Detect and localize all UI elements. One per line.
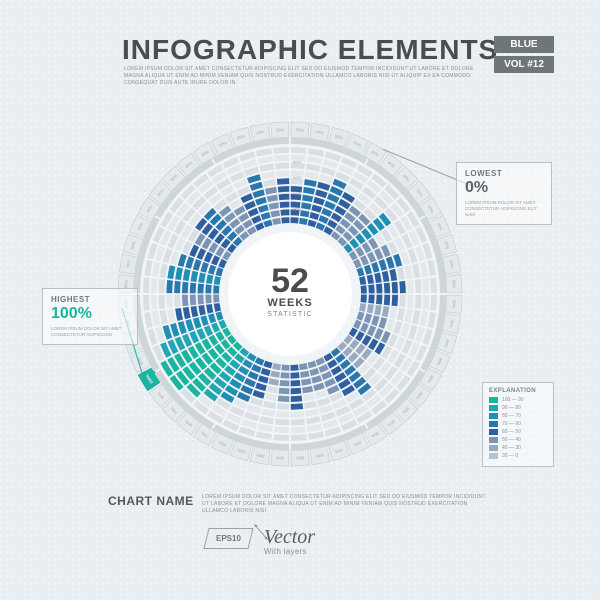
legend: EXPLANATION 100 — 90 90 — 80 80 — 70 70 — 6…	[482, 382, 554, 467]
eps-badge: EPS10	[203, 528, 253, 549]
svg-text:60%: 60%	[293, 175, 301, 180]
legend-row: 90 — 80	[489, 405, 547, 411]
vector-label: Vector With layers	[264, 526, 315, 556]
svg-text:STATISTIC: STATISTIC	[267, 311, 313, 318]
legend-row: 80 — 70	[489, 413, 547, 419]
svg-text:65%: 65%	[123, 279, 129, 288]
callout-lowest-pct: 0%	[465, 179, 543, 197]
legend-row: 70 — 60	[489, 421, 547, 427]
svg-text:20%: 20%	[293, 206, 301, 211]
svg-text:WEEKS: WEEKS	[267, 297, 312, 309]
footer-lorem: LOREM IPSUM DOLOR SIT AMET CONSECTETUR A…	[202, 494, 492, 515]
chart-name: CHART NAME	[108, 494, 194, 508]
svg-text:55%: 55%	[295, 455, 304, 461]
callout-highest-label: HIGHEST	[51, 295, 129, 304]
callout-lowest-lorem: LOREM IPSUM DOLOR SIT AMET CONSECTETUR A…	[465, 200, 543, 218]
svg-text:50%: 50%	[296, 127, 305, 133]
svg-text:55%: 55%	[276, 127, 285, 133]
svg-text:40%: 40%	[293, 191, 301, 196]
callout-highest-pct: 100%	[51, 305, 129, 323]
legend-title: EXPLANATION	[489, 388, 547, 394]
legend-row: 100 — 90	[489, 397, 547, 403]
svg-text:55%: 55%	[451, 280, 457, 289]
callout-lowest: LOWEST 0% LOREM IPSUM DOLOR SIT AMET CON…	[456, 162, 552, 225]
callout-highest-lorem: LOREM IPSUM DOLOR SIT AMET CONSECTETUR A…	[51, 326, 129, 338]
svg-text:52: 52	[271, 262, 309, 300]
legend-row: 60 — 50	[489, 429, 547, 435]
legend-row: 40 — 30	[489, 445, 547, 451]
legend-row: 30 — 0	[489, 453, 547, 459]
callout-lowest-label: LOWEST	[465, 169, 543, 178]
svg-text:50%: 50%	[451, 300, 457, 309]
legend-row: 50 — 40	[489, 437, 547, 443]
callout-highest: HIGHEST 100% LOREM IPSUM DOLOR SIT AMET …	[42, 288, 138, 345]
svg-text:80%: 80%	[293, 160, 301, 165]
svg-text:45%: 45%	[275, 455, 284, 461]
